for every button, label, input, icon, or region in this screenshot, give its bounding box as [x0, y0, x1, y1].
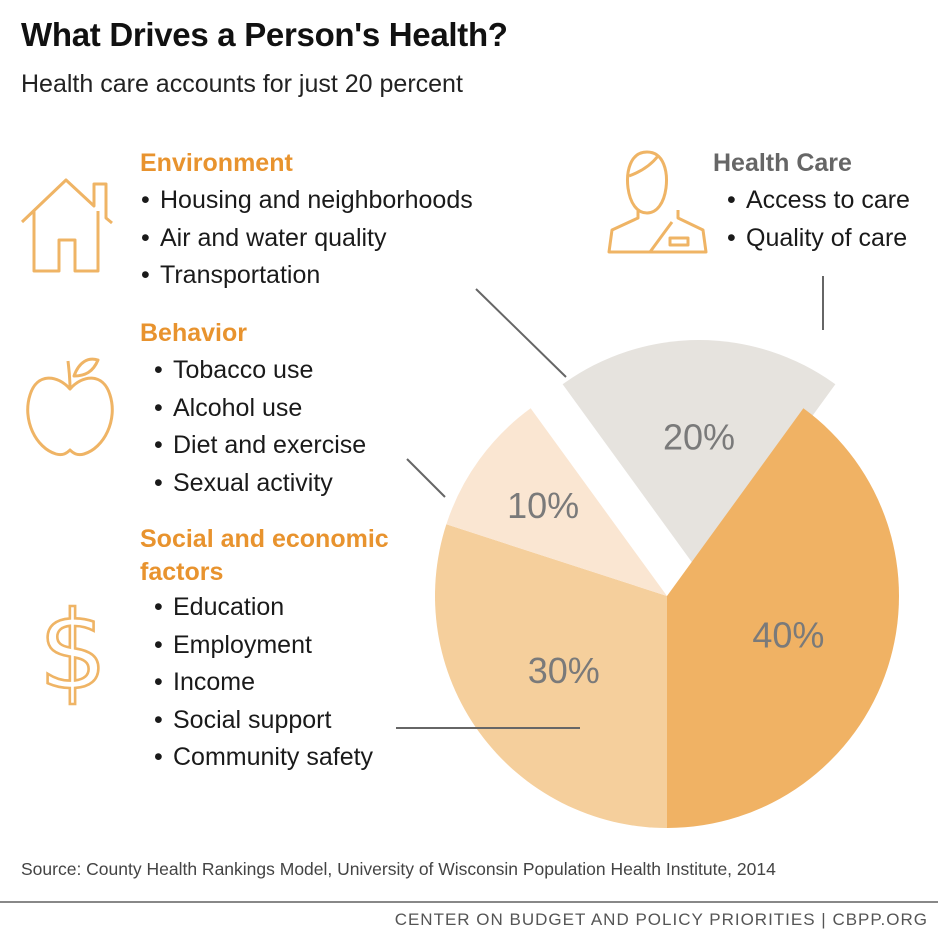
- list-item: Sexual activity: [154, 465, 366, 503]
- social-heading-line2: factors: [140, 558, 224, 586]
- list-item: Transportation: [141, 257, 473, 295]
- list-item: Employment: [154, 627, 373, 665]
- list-item: Income: [154, 664, 373, 702]
- chart-subtitle: Health care accounts for just 20 percent: [21, 70, 463, 98]
- list-item: Quality of care: [727, 220, 910, 258]
- pie-slice-label: 10%: [507, 485, 579, 526]
- footer-divider: [0, 901, 938, 903]
- pie-slice-label: 20%: [663, 416, 735, 457]
- pie-slice: [435, 524, 667, 828]
- list-item: Air and water quality: [141, 220, 473, 258]
- apple-icon: [26, 357, 114, 457]
- behavior-heading: Behavior: [140, 319, 247, 347]
- chart-title: What Drives a Person's Health?: [21, 16, 508, 53]
- pie-slice: [667, 408, 899, 828]
- health-care-heading: Health Care: [713, 149, 852, 177]
- list-item: Diet and exercise: [154, 427, 366, 465]
- environment-heading: Environment: [140, 149, 293, 177]
- list-item: Alcohol use: [154, 390, 366, 428]
- pie-slice: [446, 408, 667, 596]
- pie-slice-label: 40%: [752, 614, 824, 655]
- list-item: Social support: [154, 702, 373, 740]
- list-item: Education: [154, 589, 373, 627]
- person-icon: [607, 150, 708, 254]
- house-icon: [20, 178, 113, 273]
- leader-line-environment: [475, 288, 567, 378]
- list-item: Tobacco use: [154, 352, 366, 390]
- leader-line-behavior: [406, 458, 446, 498]
- source-note: Source: County Health Rankings Model, Un…: [21, 859, 776, 879]
- health-care-list: Access to care Quality of care: [727, 182, 910, 257]
- dollar-sign-icon: $: [39, 589, 108, 714]
- social-list: Education Employment Income Social suppo…: [154, 589, 373, 777]
- footer-credit: CENTER ON BUDGET AND POLICY PRIORITIES |…: [394, 910, 928, 929]
- social-heading-line1: Social and economic: [140, 525, 389, 553]
- list-item: Access to care: [727, 182, 910, 220]
- environment-list: Housing and neighborhoods Air and water …: [141, 182, 473, 295]
- list-item: Housing and neighborhoods: [141, 182, 473, 220]
- list-item: Community safety: [154, 739, 373, 777]
- behavior-list: Tobacco use Alcohol use Diet and exercis…: [154, 352, 366, 502]
- pie-slice-label: 30%: [528, 650, 600, 691]
- pie-slice: [562, 340, 836, 572]
